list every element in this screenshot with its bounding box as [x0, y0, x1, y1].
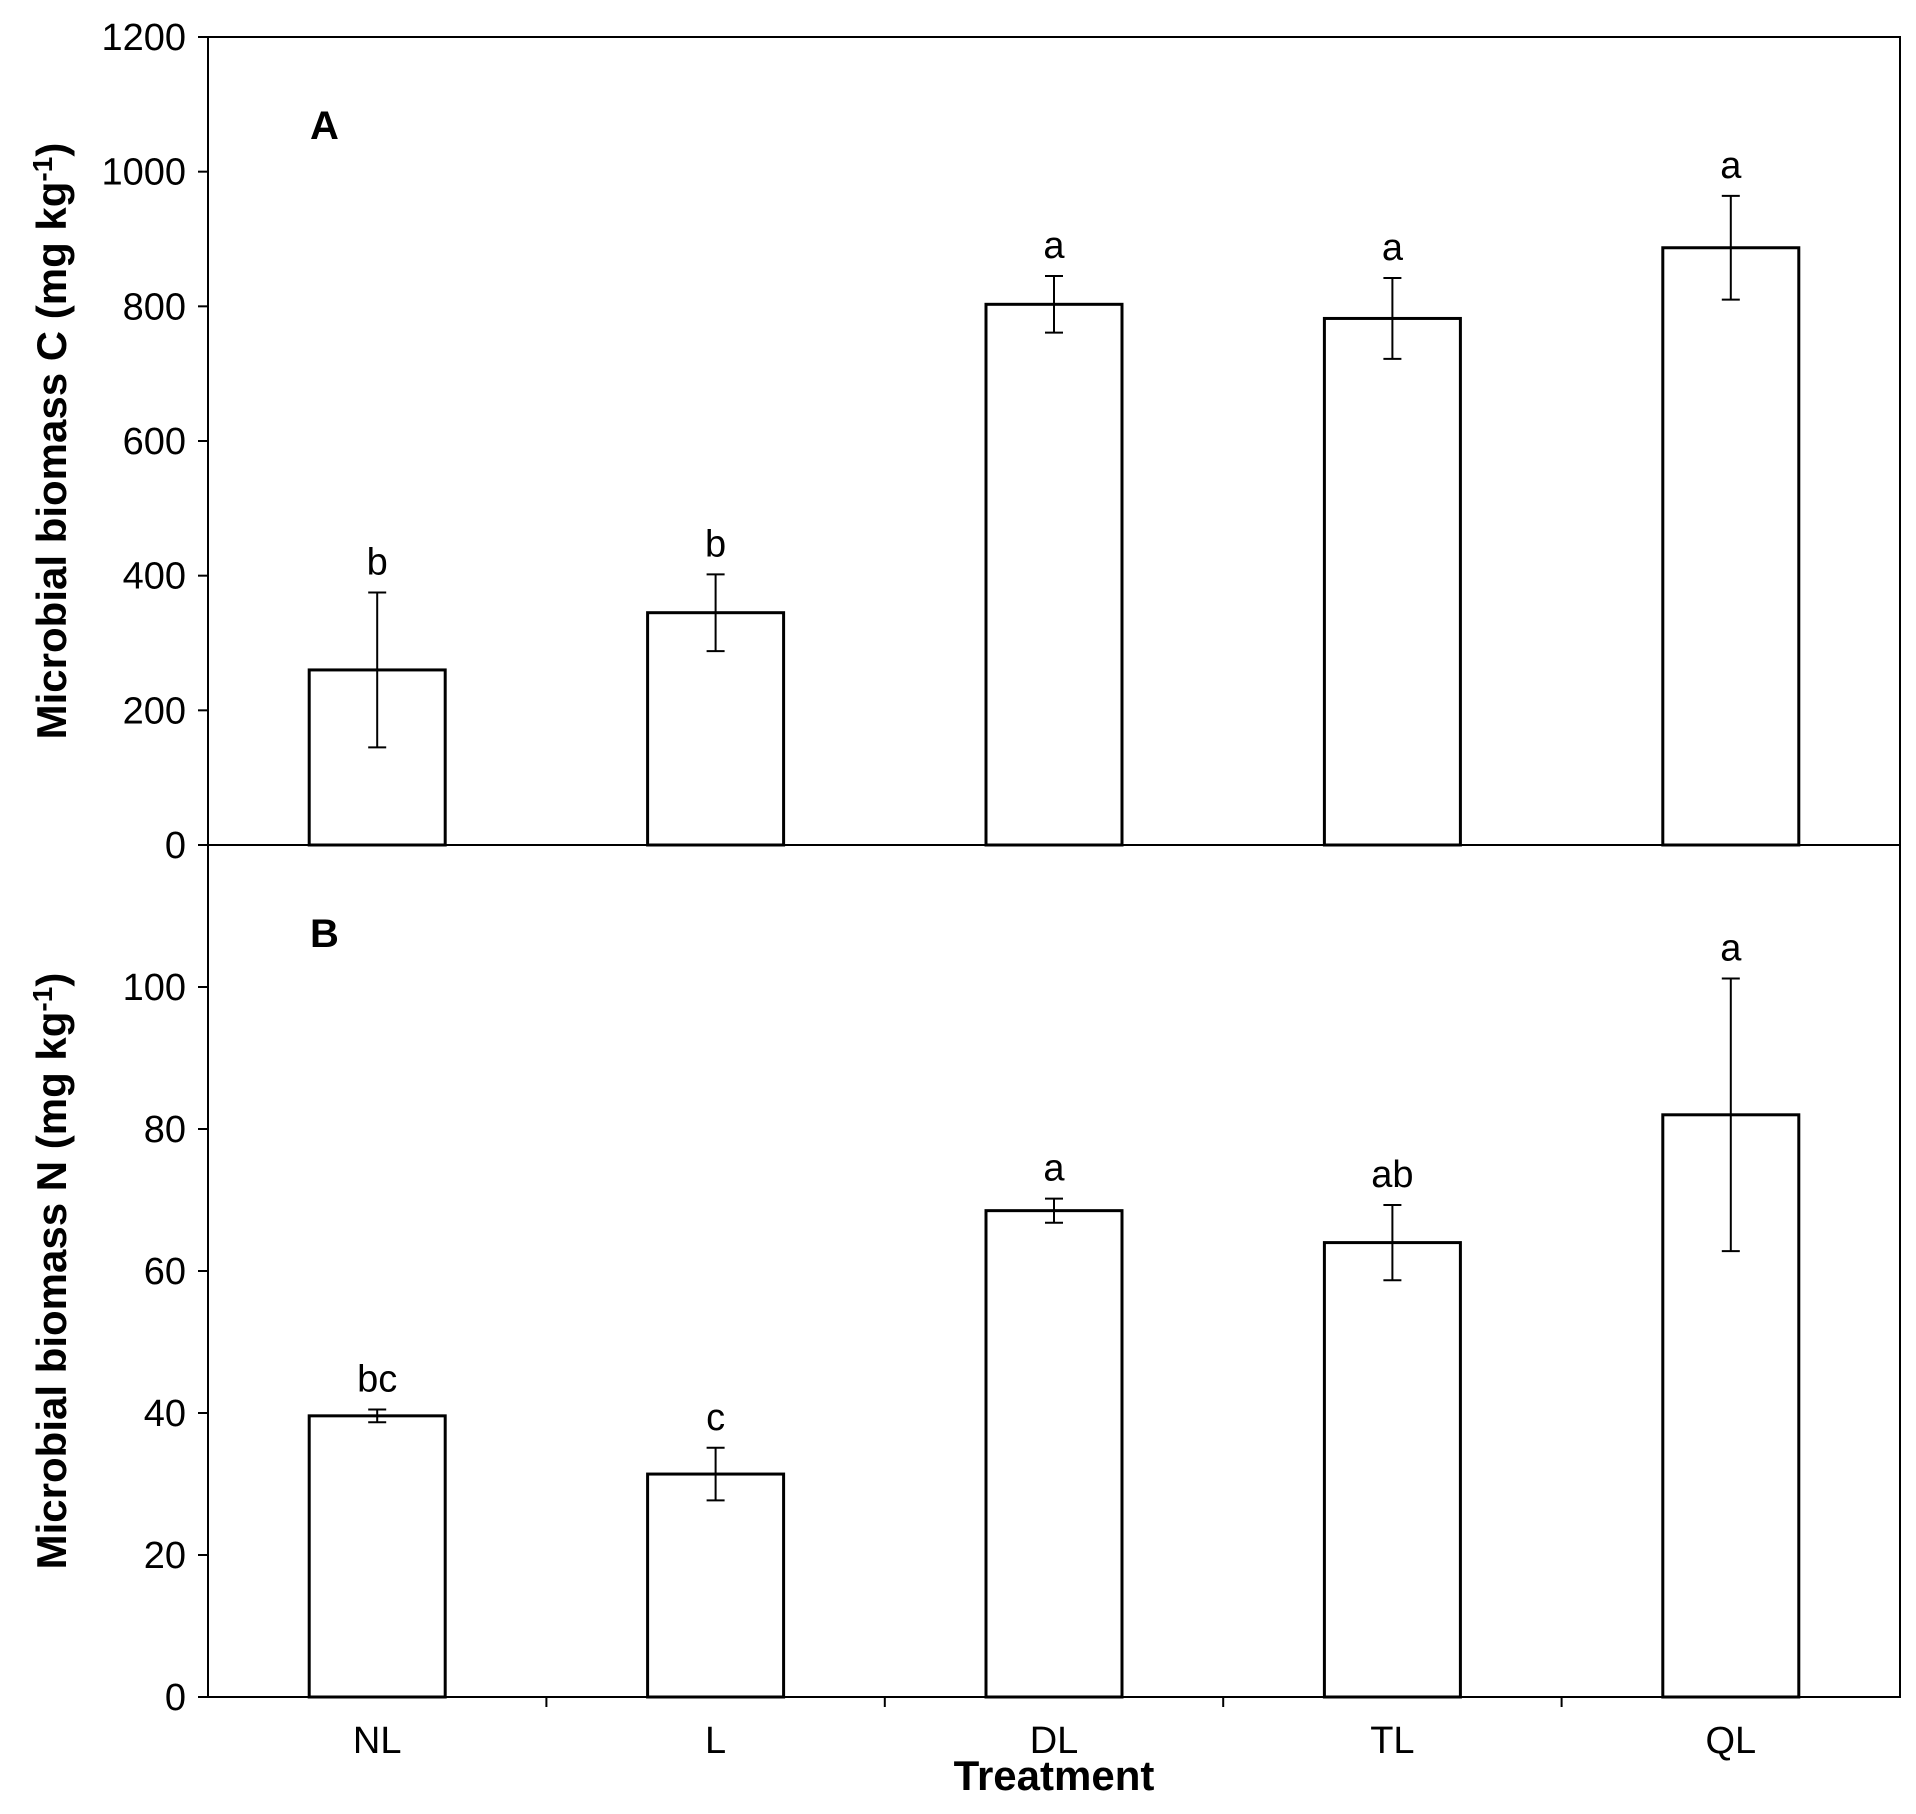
panel-b-y-axis-title-main: Microbial biomass N (mg kg	[28, 1012, 75, 1570]
significance-letter: a	[1720, 927, 1742, 969]
panel-a-y-axis-title: Microbial biomass C (mg kg-1)	[27, 143, 75, 740]
bar	[307, 1414, 447, 1699]
panel-b-y-axis-title-tail: )	[28, 973, 75, 987]
x-tick-label: NL	[353, 1720, 402, 1762]
panel-a-y-axis-title-tail: )	[28, 143, 75, 157]
x-axis-title: Treatment	[954, 1752, 1155, 1799]
significance-letter: a	[1382, 227, 1404, 269]
y-tick-label: 0	[165, 1677, 186, 1719]
panel-b-y-axis: 0 20 40 60 80 100	[123, 967, 208, 1719]
y-tick-label: 800	[123, 286, 186, 328]
panel-a-microbial-biomass-c: 0 200 400 600 800 1000 1200 b b a a a A Microbial …	[27, 17, 1901, 867]
panel-a-bars: b b a a a	[307, 145, 1801, 847]
panel-b-y-axis-title: Microbial biomass N (mg kg-1)	[27, 973, 75, 1570]
x-axis: NL L DL TL QL	[353, 1697, 1756, 1762]
significance-letter: b	[367, 542, 388, 584]
y-tick-label: 600	[123, 421, 186, 463]
bar	[1322, 1241, 1462, 1699]
panel-a-label: A	[310, 104, 339, 148]
y-tick-label: 1000	[101, 152, 186, 194]
panel-a-y-axis-title-superscript: -1	[27, 157, 58, 182]
significance-letter: a	[1043, 1148, 1065, 1190]
y-tick-label: 0	[165, 825, 186, 867]
significance-letter: bc	[357, 1358, 397, 1400]
significance-letter: b	[705, 523, 726, 565]
y-tick-label: 400	[123, 556, 186, 598]
bar	[984, 302, 1124, 847]
y-tick-label: 80	[144, 1109, 186, 1151]
y-tick-label: 20	[144, 1535, 186, 1577]
y-tick-label: 60	[144, 1251, 186, 1293]
y-tick-label: 1200	[101, 17, 186, 59]
bar	[1661, 246, 1801, 847]
significance-letter: a	[1043, 225, 1065, 267]
y-tick-label: 100	[123, 967, 186, 1009]
panel-b-label: B	[310, 912, 339, 956]
y-tick-label: 200	[123, 690, 186, 732]
panel-a-y-axis-title-main: Microbial biomass C (mg kg	[28, 182, 75, 740]
bar	[984, 1209, 1124, 1699]
panel-b-microbial-biomass-n: 0 20 40 60 80 100 NL L DL TL QL bc c a ab a B Microbi…	[27, 844, 1901, 1799]
y-tick-label: 40	[144, 1393, 186, 1435]
x-tick-label: DL	[1030, 1720, 1079, 1762]
bar	[646, 1472, 786, 1699]
significance-letter: a	[1720, 145, 1742, 187]
panel-b-bars: bc c a ab a	[307, 927, 1801, 1699]
bar	[1322, 316, 1462, 847]
significance-letter: ab	[1371, 1154, 1413, 1196]
x-tick-label: QL	[1705, 1720, 1756, 1762]
panel-a-y-axis: 0 200 400 600 800 1000 1200	[101, 17, 208, 867]
significance-letter: c	[706, 1397, 725, 1439]
panel-b-y-axis-title-superscript: -1	[27, 987, 58, 1012]
x-tick-label: L	[705, 1720, 726, 1762]
x-tick-label: TL	[1370, 1720, 1414, 1762]
